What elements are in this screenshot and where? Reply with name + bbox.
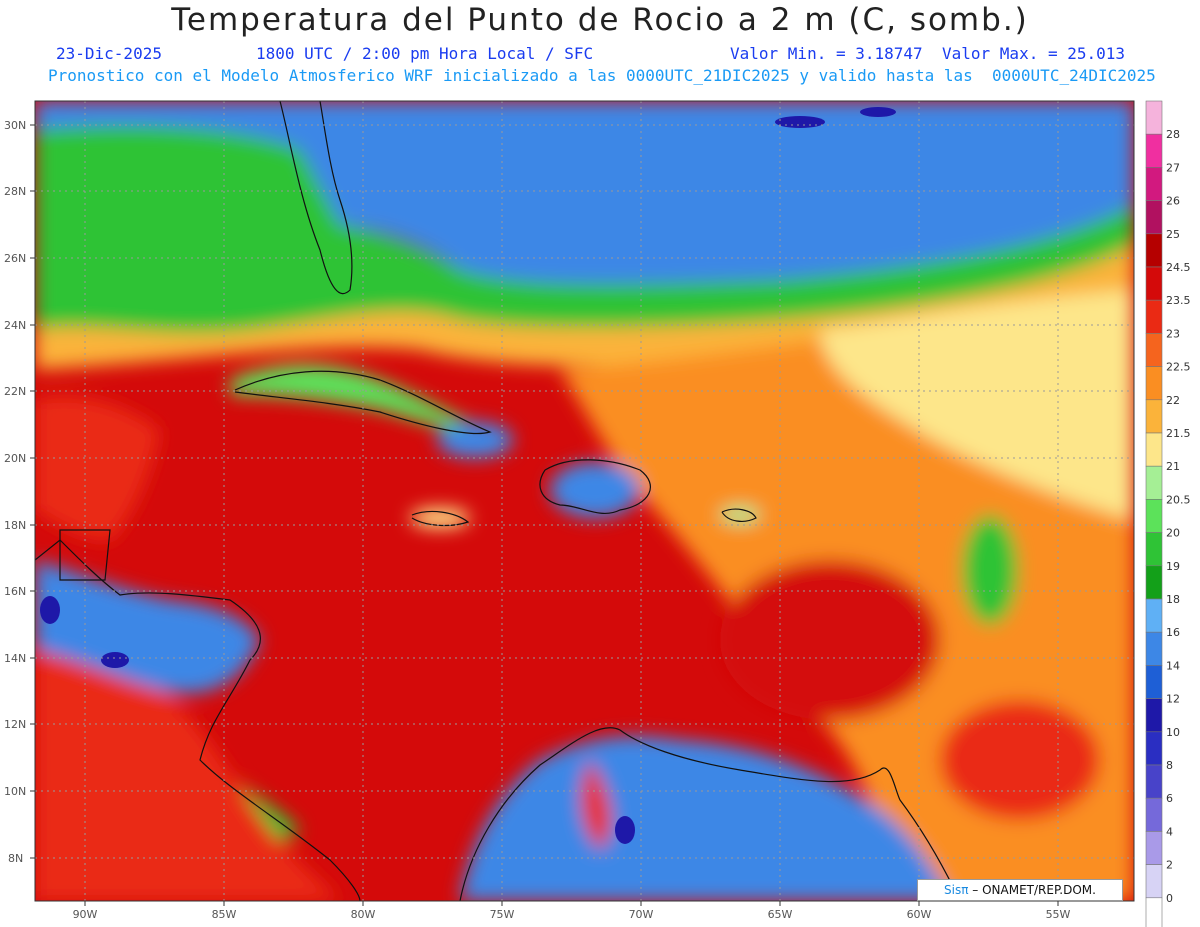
legend-label: 14	[1166, 659, 1180, 672]
min-value-label: Valor Min. = 3.18747	[730, 44, 923, 63]
legend-label: 22.5	[1166, 361, 1191, 374]
legend-swatch	[1145, 665, 1163, 699]
legend-label: 4	[1166, 825, 1173, 838]
lat-label: 16N	[4, 585, 26, 598]
lon-label: 80W	[351, 908, 376, 921]
legend-swatch	[1145, 333, 1163, 367]
legend-swatch	[1145, 897, 1163, 927]
legend-label: 21.5	[1166, 427, 1191, 440]
graticule	[35, 101, 1134, 901]
legend-label: 19	[1166, 560, 1180, 573]
legend-label: 10	[1166, 726, 1180, 739]
credit-org: – ONAMET/REP.DOM.	[972, 883, 1096, 897]
lon-labels: 90W 85W 80W 75W 70W 65W 60W 55W	[73, 908, 1071, 921]
legend-swatch	[1145, 233, 1163, 268]
max-value-label: Valor Max. = 25.013	[942, 44, 1126, 63]
legend-label: 23	[1166, 327, 1180, 340]
legend-label: 22	[1166, 394, 1180, 407]
lat-labels: 30N 28N 26N 24N 22N 20N 18N 16N 14N 12N …	[4, 119, 26, 865]
legend-label: 12	[1166, 693, 1180, 706]
legend-label: 8	[1166, 759, 1173, 772]
lon-label: 75W	[490, 908, 515, 921]
lon-label: 55W	[1046, 908, 1071, 921]
legend-swatch	[1145, 631, 1163, 666]
dewpoint-field	[35, 101, 1134, 901]
lat-label: 12N	[4, 718, 26, 731]
lon-label: 90W	[73, 908, 98, 921]
lat-label: 20N	[4, 452, 26, 465]
legend-swatch	[1145, 864, 1163, 899]
lon-label: 85W	[212, 908, 237, 921]
legend-swatch	[1145, 100, 1163, 135]
legend-label: 18	[1166, 593, 1180, 606]
lat-label: 8N	[8, 852, 23, 865]
legend-swatch	[1145, 831, 1163, 865]
coastlines	[35, 101, 961, 901]
legend-swatch	[1145, 532, 1163, 567]
legend-swatch	[1145, 797, 1163, 832]
legend-label: 6	[1166, 792, 1173, 805]
lat-label: 18N	[4, 519, 26, 532]
valid-time-label: 1800 UTC / 2:00 pm Hora Local / SFC	[256, 44, 594, 63]
legend-swatch	[1145, 731, 1163, 766]
legend-label: 23.5	[1166, 294, 1191, 307]
legend-swatch	[1145, 565, 1163, 600]
legend-swatch	[1145, 698, 1163, 733]
legend-swatch	[1145, 266, 1163, 301]
date-label: 23-Dic-2025	[56, 44, 162, 63]
legend-swatch	[1145, 764, 1163, 799]
map-frame	[34, 100, 1135, 902]
legend-label: 20	[1166, 527, 1180, 540]
lat-label: 30N	[4, 119, 26, 132]
lon-label: 60W	[907, 908, 932, 921]
legend-swatch	[1145, 167, 1163, 201]
lat-label: 14N	[4, 652, 26, 665]
lon-label: 70W	[629, 908, 654, 921]
legend-swatch	[1145, 499, 1163, 533]
legend-label: 24.5	[1166, 261, 1191, 274]
sispi-logo: Sisπ	[944, 883, 969, 897]
map-title: Temperatura del Punto de Rocio a 2 m (C,…	[171, 2, 1029, 38]
legend-swatch	[1145, 133, 1163, 168]
lon-ticks	[84, 901, 1059, 906]
lat-label: 24N	[4, 319, 26, 332]
legend-label: 25	[1166, 228, 1180, 241]
legend-label: 26	[1166, 195, 1180, 208]
legend-label: 2	[1166, 859, 1173, 872]
lat-label: 22N	[4, 385, 26, 398]
legend-label: 27	[1166, 161, 1180, 174]
lat-label: 10N	[4, 785, 26, 798]
color-legend: 2827262524.523.52322.52221.52120.5201918…	[1145, 100, 1191, 927]
lat-label: 26N	[4, 252, 26, 265]
legend-swatch	[1145, 200, 1163, 235]
model-note: Pronostico con el Modelo Atmosferico WRF…	[48, 66, 1156, 85]
legend-swatch	[1145, 399, 1163, 434]
legend-swatch	[1145, 432, 1163, 467]
legend-swatch	[1145, 366, 1163, 401]
legend-swatch	[1145, 299, 1163, 334]
lat-label: 28N	[4, 185, 26, 198]
legend-label: 20.5	[1166, 493, 1191, 506]
lon-label: 65W	[768, 908, 793, 921]
legend-swatch	[1145, 598, 1163, 633]
legend-label: 16	[1166, 626, 1180, 639]
legend-label: 28	[1166, 128, 1180, 141]
legend-swatch	[1145, 465, 1163, 500]
legend-label: 21	[1166, 460, 1180, 473]
lat-ticks	[30, 124, 35, 859]
legend-label: 0	[1166, 892, 1173, 905]
credit-box: Sisπ – ONAMET/REP.DOM.	[917, 879, 1123, 901]
